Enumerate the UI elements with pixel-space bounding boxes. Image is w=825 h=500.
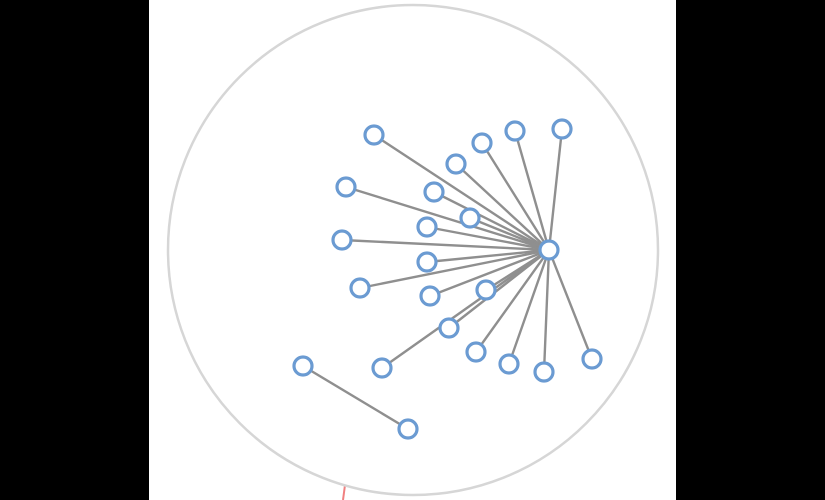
edge-n0-n17 bbox=[474, 248, 551, 354]
graph-node[interactable] bbox=[371, 357, 393, 379]
graph-node[interactable] bbox=[504, 120, 526, 142]
edge-n0-n6 bbox=[344, 185, 551, 252]
graph-node[interactable] bbox=[363, 124, 385, 146]
graph-canvas bbox=[149, 0, 676, 500]
edge-n0-n1 bbox=[372, 133, 551, 252]
graph-node[interactable] bbox=[416, 216, 438, 238]
edge-n0-n5 bbox=[547, 127, 564, 252]
edge-n0-n16 bbox=[380, 248, 551, 370]
edge-n0-n4 bbox=[513, 129, 551, 252]
graph-node[interactable] bbox=[498, 353, 520, 375]
edge-n0-n3 bbox=[480, 141, 551, 252]
network-graph[interactable] bbox=[149, 0, 676, 500]
graph-node[interactable] bbox=[419, 285, 441, 307]
graph-node[interactable] bbox=[335, 176, 357, 198]
graph-node[interactable] bbox=[397, 418, 419, 440]
edge-n0-n18 bbox=[507, 248, 551, 366]
edge-n0-n13 bbox=[428, 248, 551, 298]
edge-n21-n22 bbox=[301, 364, 410, 431]
partial-red-mark bbox=[342, 484, 346, 500]
edge-n0-n20 bbox=[547, 248, 594, 361]
graph-node[interactable] bbox=[465, 341, 487, 363]
graph-node-hub[interactable] bbox=[538, 239, 560, 261]
graph-node[interactable] bbox=[533, 361, 555, 383]
graph-node[interactable] bbox=[423, 181, 445, 203]
graph-node[interactable] bbox=[471, 132, 493, 154]
edge-n0-n12 bbox=[358, 248, 551, 290]
edge-n0-n2 bbox=[454, 162, 551, 252]
graph-node[interactable] bbox=[445, 153, 467, 175]
graph-node[interactable] bbox=[416, 251, 438, 273]
layout-boundary-circle bbox=[166, 3, 660, 497]
graph-node[interactable] bbox=[581, 348, 603, 370]
edge-n0-n8 bbox=[468, 216, 551, 252]
graph-node[interactable] bbox=[475, 279, 497, 301]
edge-n0-n7 bbox=[432, 190, 551, 252]
graph-node[interactable] bbox=[331, 229, 353, 251]
edge-n0-n19 bbox=[542, 248, 551, 374]
graph-node[interactable] bbox=[551, 118, 573, 140]
edge-n0-n9 bbox=[340, 238, 551, 252]
graph-node[interactable] bbox=[438, 317, 460, 339]
graph-node[interactable] bbox=[292, 355, 314, 377]
edge-n0-n10 bbox=[425, 225, 551, 252]
node-layer bbox=[292, 118, 603, 440]
edge-layer bbox=[301, 127, 594, 431]
graph-node[interactable] bbox=[349, 277, 371, 299]
edge-n0-n11 bbox=[425, 248, 551, 264]
graph-node[interactable] bbox=[459, 207, 481, 229]
